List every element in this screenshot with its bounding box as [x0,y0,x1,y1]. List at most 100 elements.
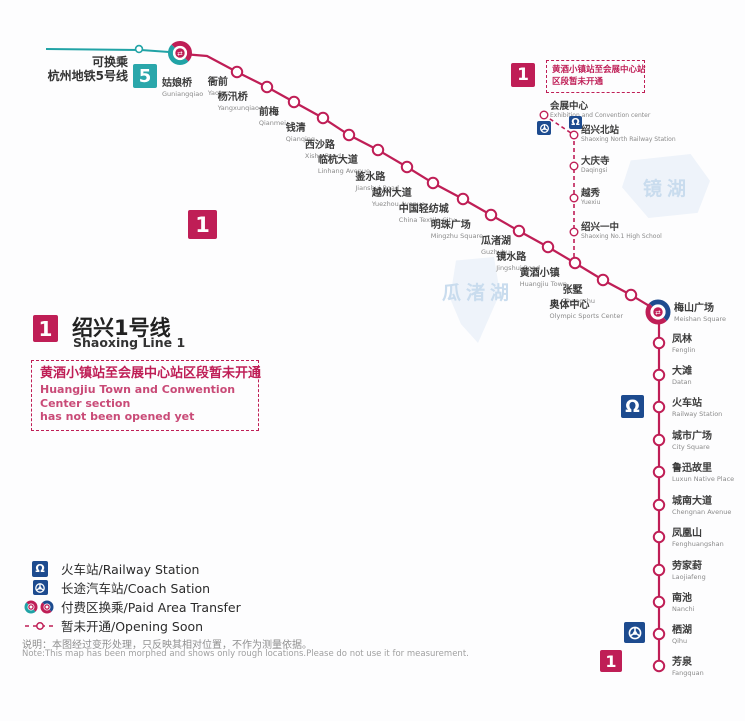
station-label: 芳泉 Fangquan [672,657,704,676]
station-circle [569,227,579,237]
station-name-en: Luxun Native Place [672,474,735,483]
dashed-line-glyph [25,621,55,630]
station-name-cn: 火车站 [672,398,702,409]
map-note-en: Note:This map has been morphed and shows… [22,649,469,659]
station-name-en: Guzhuhu [481,247,511,256]
station-circle [652,336,666,350]
station-label: 越州大道 Yuezhou Avenue [372,188,425,207]
station-label: 瓜渚湖 Guzhuhu [481,236,511,256]
station-circle [260,80,274,94]
station-label: 明珠广场 Mingzhu Square [430,220,483,240]
station-name-cn: 前梅 [258,107,279,118]
station-name-cn: 大庆寺 [581,156,610,167]
station-label: 南池 Nanchi [672,593,694,612]
station-label: 绍兴一中 Shaoxing No.1 High School [581,223,662,240]
station-name-cn: 钱清 [285,123,306,134]
station-name-cn: 姑娘桥 [162,78,192,89]
station-label: 镜水路 Jingshui Road [496,252,540,271]
station-name-cn: 芳泉 [672,657,692,668]
legend: Ω 火车站/Railway Station 长途汽车站/Coach Sation [22,559,241,635]
line5-note-line2: 杭州地铁5号线 [47,68,128,83]
station-name-en: Qianmei [258,118,286,127]
station-name-cn: 栖湖 [672,625,692,636]
station-name-cn: 绍兴北站 [581,125,620,136]
closure-notice-box: 黄酒小镇站至会展中心站区段暂未开通 Huangjiu Town and Conw… [31,360,261,432]
page-title-en: Shaoxing Line 1 [73,335,186,350]
station-circle [652,368,666,382]
station-name-en: Fenghuangshan [672,539,724,548]
railway-station-icon: Ω [22,560,58,577]
station-name-cn: 越秀 [581,188,601,199]
line5-badge: 5 [133,64,157,88]
closure-notice-en2: has not been opened yet [40,410,195,424]
station-circle [652,595,666,609]
line1-badge-bottom: 1 [600,650,622,672]
station-name-en: Railway Station [672,409,723,418]
station-circle [287,95,301,109]
legend-row-opening-soon: 暂未开通/Opening Soon [22,616,241,635]
station-label: 姑娘桥 Guniangqiao [162,78,204,98]
station-circle [596,273,610,287]
station-label: 西沙路 Xisha Road [304,140,341,159]
line5-segment [45,48,170,53]
station-label: 火车站 Railway Station [672,398,723,418]
line5-transfer-note: 可换乘 杭州地铁5号线 [36,55,128,84]
station-circle [652,498,666,512]
steering-wheel-glyph [35,582,45,593]
guzhu-lake-label: 瓜渚湖 [442,282,515,304]
station-circle [652,530,666,544]
station-name-en: Linhang Avenue [317,166,370,175]
station-name-en: Daqingsi [581,166,608,174]
station-name-en: Jianshui Road [355,183,399,192]
station-label: 劳家葑 Laojiafeng [672,561,706,580]
station-label: 钱清 Qianqing [285,123,315,142]
station-label: 前梅 Qianmei [258,107,286,127]
station-name-cn: 劳家葑 [672,561,702,572]
station-name-en: Yaqian [207,88,229,97]
legend-label: 暂未开通/Opening Soon [61,619,204,634]
station-label: 鉴水路 Jianshui Road [355,172,399,192]
station-name-en: Exhibition and Convention center [550,111,651,119]
station-circle [652,465,666,479]
station-name-en: Huangjiu Town [519,279,567,288]
map-note-cn: 说明：本图经过变形处理，只反映其相对位置，不作为测量依据。 [22,640,312,651]
legend-row-coach: 长途汽车站/Coach Sation [22,578,241,597]
station-name-en: Shaoxing North Railway Station [581,135,676,143]
station-circle [568,256,582,270]
line1-badge-top: 1 [511,63,535,87]
station-name-cn: 奥体中心 [549,300,590,311]
station-name-en: Chengnan Avenue [672,507,732,516]
transfer-arrows-glyph: ⇄ [177,49,183,57]
station-name-cn: 绍兴一中 [581,222,620,233]
railway-station-icon: Ω [569,116,582,129]
station-name-cn: 西沙路 [304,140,335,151]
station-name-en: Olympic Sports Center [549,311,623,320]
station-label: 张墅 Zhangshu [562,285,595,304]
station-name-en: Mingzhu Square [430,231,483,240]
legend-row-transfer: 付费区换乘/Paid Area Transfer [22,597,241,616]
station-label: 城市广场 City Square [672,431,712,450]
station-circle [569,161,579,171]
station-name-cn: 凤林 [672,334,692,345]
station-label: 越秀 Yuexiu [581,189,600,206]
station-label: 绍兴北站 Shaoxing North Railway Station [581,126,676,143]
station-name-en: Qihu [672,636,688,645]
station-circle [652,627,666,641]
station-circle [569,193,579,203]
station-circle [456,192,470,206]
station-label: 大滩 Datan [672,366,692,385]
station-name-en: Guniangqiao [162,89,204,98]
station-name-cn: 大滩 [672,366,692,377]
station-label: 衙前 Yaqian [207,77,229,97]
station-name-en: Meishan Square [674,314,726,323]
station-circle [371,143,385,157]
station-label: 杨汛桥 Yangxunqiao [218,92,259,111]
steering-wheel-glyph [628,626,641,639]
station-label: 奥体中心 Olympic Sports Center [549,300,623,320]
station-name-cn: 南池 [672,593,692,604]
station-name-cn: 瓜渚湖 [481,236,511,247]
station-name-cn: 张墅 [562,285,583,296]
station-circle [426,176,440,190]
station-label: 临杭大道 Linhang Avenue [317,155,370,175]
